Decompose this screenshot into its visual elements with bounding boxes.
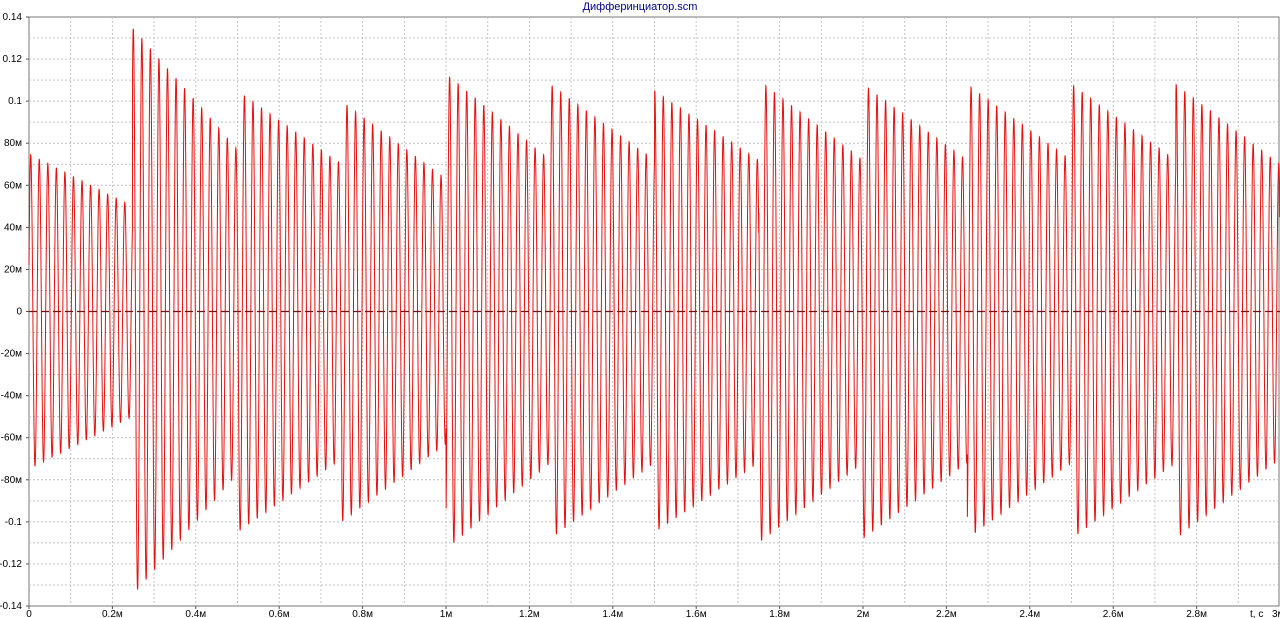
- y-tick-label: 0.14: [3, 12, 23, 23]
- x-tick-label: 2.8м: [1186, 609, 1207, 618]
- x-tick-label: 2м: [857, 609, 870, 618]
- x-tick-label: 2.4м: [1019, 609, 1040, 618]
- x-tick-label: 0.8м: [352, 609, 373, 618]
- y-tick-label: -0.14: [0, 601, 22, 612]
- y-tick-label: -80м: [1, 475, 22, 486]
- x-unit-label: t, c: [1250, 609, 1263, 618]
- y-tick-label: 0.12: [3, 54, 23, 65]
- window-title: Дифферинциатор.scm: [582, 1, 698, 13]
- x-tick-label: 2.6м: [1103, 609, 1124, 618]
- x-tick-label: 1.6м: [686, 609, 707, 618]
- x-end-label: 3м: [1272, 609, 1280, 618]
- x-tick-label: 0.4м: [185, 609, 206, 618]
- x-tick-label: 1.4м: [602, 609, 623, 618]
- signal-trace: [28, 28, 1280, 590]
- y-tick-label: 80м: [4, 138, 22, 149]
- x-tick-label: 1м: [440, 609, 453, 618]
- y-tick-label: -60м: [1, 433, 22, 444]
- y-tick-label: 60м: [4, 180, 22, 191]
- x-tick-label: 0.6м: [269, 609, 290, 618]
- x-tick-label: 0: [26, 609, 32, 618]
- y-tick-label: -40м: [1, 391, 22, 402]
- y-tick-label: -0.12: [0, 559, 22, 570]
- y-tick-label: 0: [16, 307, 22, 318]
- x-tick-label: 0.2м: [102, 609, 123, 618]
- x-tick-label: 1.2м: [519, 609, 540, 618]
- y-tick-label: -0.1: [5, 517, 23, 528]
- x-tick-label: 1.8м: [769, 609, 790, 618]
- y-tick-label: -20м: [1, 349, 22, 360]
- y-tick-label: 0.1: [8, 96, 22, 107]
- y-tick-label: 20м: [4, 264, 22, 275]
- x-tick-label: 2.2м: [936, 609, 957, 618]
- y-tick-label: 40м: [4, 222, 22, 233]
